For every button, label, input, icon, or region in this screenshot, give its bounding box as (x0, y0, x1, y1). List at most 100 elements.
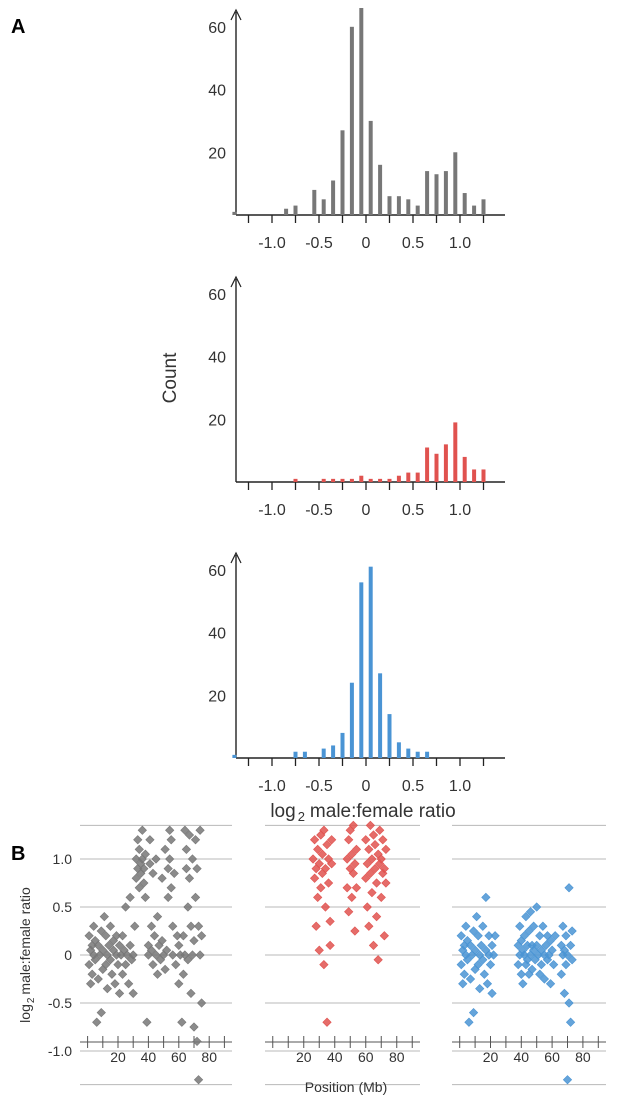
scatter-y-tick-label: 0.5 (53, 899, 73, 915)
scatter-point (481, 892, 491, 903)
scatter-point (350, 859, 360, 869)
scatter-point (323, 878, 334, 888)
histogram-ylabel: Count (160, 352, 181, 403)
scatter-point (86, 979, 96, 989)
hist-bar (425, 171, 430, 215)
scatter-point (152, 911, 163, 922)
scatter-point (186, 988, 196, 999)
scatter-x-axes: 20 40 60 80 20 40 60 80 20 40 60 80 (80, 1036, 606, 1065)
hist-bar (453, 152, 458, 215)
hist-bar (406, 472, 411, 482)
scatter-point (148, 959, 158, 970)
scatter-point (178, 931, 188, 941)
scatter-point (117, 969, 128, 979)
hist-x-tick-label: -0.5 (305, 235, 333, 252)
hist-y-axis-arrow (230, 275, 242, 288)
histogram-all: 20 40 60 -1.0 -0.5 0 0.5 1.0 (208, 8, 505, 252)
scatter-point (89, 921, 99, 931)
hist-bar (387, 478, 392, 482)
scatter-point (101, 931, 111, 941)
scatter-point (535, 931, 545, 941)
scatter-blue (456, 883, 577, 1085)
scatter-point (484, 931, 494, 941)
hist-bar (321, 748, 326, 758)
hist-bar (406, 199, 411, 215)
scatter-point (556, 969, 566, 979)
scatter-point (162, 945, 172, 955)
hist-bar (293, 751, 298, 758)
hist-bar (331, 180, 336, 215)
hist-bar (396, 742, 401, 758)
scatter-point (561, 931, 571, 941)
hist-x-tick-label: -0.5 (305, 778, 333, 795)
histogram-xlabel: log 2 male:female ratio (270, 801, 455, 824)
scatter-point (549, 959, 559, 970)
scatter-ylabel-rest: male:female ratio (17, 887, 33, 995)
histogram-blue: 20 40 60 -1.0 -0.5 0 0.5 1.0 (208, 551, 505, 795)
scatter-point (196, 931, 207, 941)
scatter-point (325, 916, 335, 927)
scatter-point (361, 873, 371, 883)
scatter-point (105, 955, 116, 965)
hist-x-tick-label: 0.5 (402, 502, 424, 519)
scatter-point (327, 835, 337, 845)
hist-bar (312, 189, 317, 215)
scatter-point (518, 979, 528, 989)
hist-y-tick-label: 40 (208, 83, 226, 100)
scatter-point (479, 969, 489, 979)
scatter-point (107, 969, 117, 979)
scatter-point (309, 835, 320, 845)
scatter-point (117, 931, 128, 941)
scatter-point (488, 950, 499, 960)
hist-bar (481, 199, 486, 215)
scatter-point (148, 868, 158, 879)
scatter-point (476, 940, 486, 951)
scatter-point (152, 969, 163, 979)
hist-bar (472, 469, 477, 482)
hist-bar (340, 478, 345, 482)
scatter-point (157, 873, 167, 883)
scatter-point (364, 921, 374, 931)
scatter-point (184, 830, 195, 840)
hist-y-axis-arrow (230, 8, 242, 21)
hist-y-tick-label: 20 (208, 412, 226, 429)
scatter-point (93, 940, 103, 951)
scatter-point (190, 892, 201, 903)
hist-x-tick-label: 0.5 (402, 235, 424, 252)
scatter-point (379, 863, 389, 874)
hist-x-tick-label: -1.0 (258, 235, 286, 252)
scatter-x-tick-label: 40 (514, 1049, 530, 1065)
scatter-point (473, 959, 483, 970)
scatter-point (172, 931, 182, 941)
scatter-point (375, 825, 385, 835)
scatter-x-tick-label: 80 (201, 1049, 217, 1065)
scatter-y-tick-label: 1.0 (53, 851, 73, 867)
hist-bar (434, 453, 439, 482)
scatter-point (317, 849, 327, 859)
histogram-xlabel-log: log (270, 801, 295, 822)
scatter-point (327, 859, 337, 869)
scatter-point (131, 873, 141, 883)
scatter-point (519, 931, 530, 941)
scatter-point (166, 883, 176, 893)
scatter-point (322, 1017, 332, 1027)
scatter-point (485, 959, 496, 970)
scatter-point (114, 940, 125, 951)
scatter-point (192, 1036, 202, 1047)
scatter-point (456, 931, 466, 941)
scatter-point (368, 830, 379, 840)
hist-x-tick-label: 0 (362, 778, 371, 795)
scatter-point (149, 931, 160, 941)
scatter-point (538, 921, 548, 931)
scatter-point (490, 931, 500, 941)
scatter-point (351, 883, 362, 893)
scatter-point (192, 863, 202, 874)
hist-bar (331, 745, 336, 758)
hist-bar (340, 130, 345, 215)
scatter-point (309, 873, 320, 883)
scatter-point (142, 1017, 152, 1027)
scatter-point (313, 844, 323, 855)
scatter-point (186, 921, 196, 931)
hist-bar (434, 174, 439, 215)
